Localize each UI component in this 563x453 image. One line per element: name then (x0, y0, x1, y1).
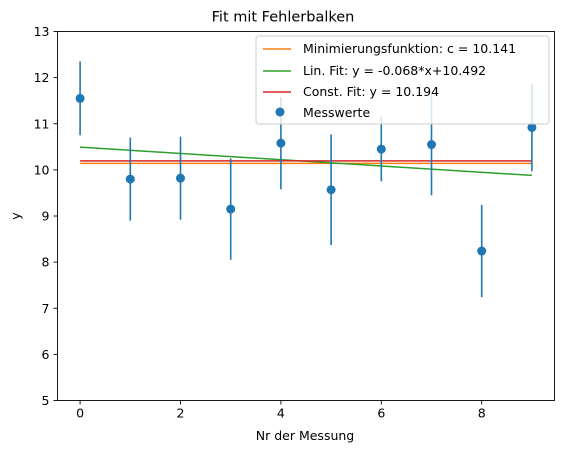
data-point (125, 174, 135, 184)
legend-box (255, 35, 550, 125)
legend-label-lin-fit: Lin. Fit: y = -0.068*x+10.492 (303, 63, 486, 78)
data-points (75, 93, 537, 256)
y-tick-label: 7 (42, 301, 50, 316)
y-tick-label: 8 (42, 255, 50, 270)
y-axis-label: y (8, 212, 23, 220)
y-tick-label: 12 (34, 70, 50, 85)
x-tick-label: 6 (377, 406, 385, 421)
x-tick-label: 0 (76, 406, 84, 421)
data-point (427, 140, 437, 150)
y-tick-label: 11 (34, 116, 50, 131)
legend-label-minimierung: Minimierungsfunktion: c = 10.141 (303, 41, 516, 56)
data-point (175, 173, 185, 183)
legend-label-const-fit: Const. Fit: y = 10.194 (303, 84, 439, 99)
data-point (226, 204, 236, 214)
y-tick-label: 13 (34, 24, 50, 39)
y-tick-label: 10 (34, 162, 50, 177)
y-tick-label: 6 (42, 347, 50, 362)
y-tick-label: 9 (42, 209, 50, 224)
data-point (75, 93, 85, 103)
y-tick-label: 5 (42, 393, 50, 408)
x-tick-label: 2 (177, 406, 185, 421)
legend-swatch-messwerte (275, 107, 285, 117)
data-point (376, 144, 386, 154)
x-axis-ticks: 0 2 4 6 8 (76, 400, 486, 421)
data-point (527, 122, 537, 132)
x-tick-label: 4 (277, 406, 285, 421)
y-axis-ticks: 5 6 7 8 9 10 11 12 13 (34, 24, 58, 408)
data-point (477, 246, 487, 256)
x-axis-label: Nr der Messung (256, 428, 354, 443)
chart-title: Fit mit Fehlerbalken (212, 10, 355, 26)
data-point (326, 185, 336, 195)
x-tick-label: 8 (478, 406, 486, 421)
data-point (276, 138, 286, 148)
fit-lines (80, 146, 532, 177)
legend: Minimierungsfunktion: c = 10.141 Lin. Fi… (255, 35, 550, 125)
legend-label-messwerte: Messwerte (303, 105, 370, 120)
